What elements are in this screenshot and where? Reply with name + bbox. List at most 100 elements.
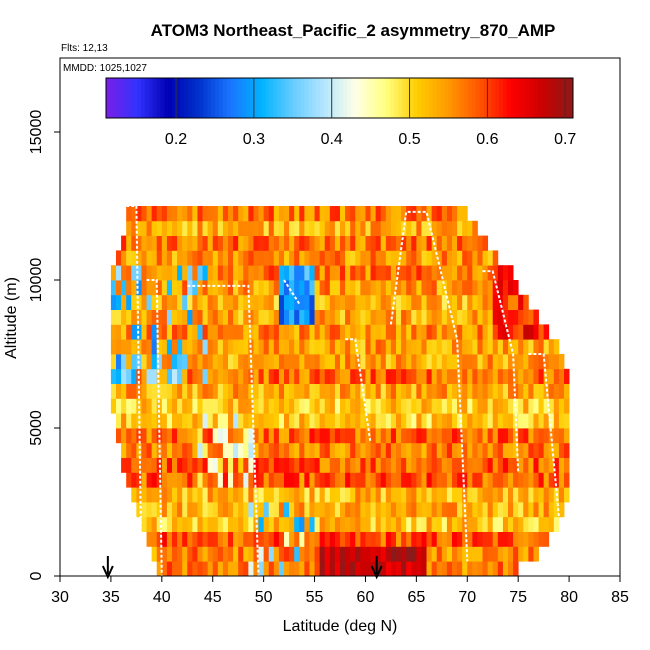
heatmap-cell [324, 457, 331, 473]
heatmap-cell [350, 265, 356, 281]
heatmap-cell [340, 309, 346, 325]
heatmap-cell [319, 309, 326, 325]
heatmap-cell [294, 546, 300, 562]
heatmap-cell [314, 250, 321, 266]
heatmap-cell [340, 561, 346, 577]
heatmap-cell [248, 428, 254, 444]
heatmap-cell [385, 280, 392, 296]
heatmap-cell [472, 546, 478, 562]
heatmap-cell [436, 368, 443, 384]
heatmap-cell [192, 502, 198, 518]
colorbar-swatch [514, 78, 520, 118]
heatmap-cell [110, 354, 117, 370]
heatmap-cell [222, 516, 229, 532]
colorbar-swatch [378, 78, 383, 118]
heatmap-cell [136, 294, 142, 310]
heatmap-cell [161, 368, 168, 384]
heatmap-cell [533, 354, 539, 370]
heatmap-cell [533, 413, 539, 429]
heatmap-cell [497, 354, 504, 370]
heatmap-cell [553, 472, 560, 488]
heatmap-cell [492, 531, 499, 547]
heatmap-cell [177, 487, 183, 503]
heatmap-cell [513, 354, 519, 370]
x-tick-label: 75 [509, 589, 527, 606]
heatmap-cell [299, 428, 305, 444]
heatmap-cell [263, 383, 270, 399]
heatmap-cell [553, 428, 560, 444]
heatmap-cell [197, 220, 203, 236]
heatmap-cell [482, 250, 489, 266]
heatmap-cell [110, 324, 117, 340]
heatmap-cell [416, 472, 422, 488]
colorbar-swatch [316, 78, 321, 118]
heatmap-cell [166, 383, 173, 399]
heatmap-cell [151, 206, 158, 222]
heatmap-cell [564, 472, 570, 488]
heatmap-cell [156, 294, 163, 310]
heatmap-cell [533, 383, 539, 399]
heatmap-cell [518, 354, 524, 370]
colorbar-swatch [429, 78, 434, 118]
heatmap-cell [380, 457, 387, 473]
heatmap-cell [436, 339, 443, 355]
heatmap-cell [421, 235, 427, 251]
heatmap-cell [518, 487, 524, 503]
heatmap-cell [314, 502, 321, 518]
heatmap-cell [528, 546, 534, 562]
heatmap-cell [238, 339, 244, 355]
heatmap-cell [192, 309, 198, 325]
heatmap-cell [212, 472, 219, 488]
heatmap-cell [222, 235, 229, 251]
heatmap-cell [482, 398, 489, 414]
heatmap-cell [370, 428, 377, 444]
heatmap-cell [528, 442, 534, 458]
heatmap-cell [146, 206, 153, 222]
heatmap-cell [233, 339, 239, 355]
heatmap-cell [156, 502, 163, 518]
colorbar-swatch [191, 78, 197, 118]
heatmap-cell [360, 265, 366, 281]
heatmap-cell [431, 472, 438, 488]
heatmap-cell [177, 398, 183, 414]
heatmap-cell [273, 457, 280, 473]
heatmap-cell [151, 531, 158, 547]
heatmap-cell [334, 206, 341, 222]
heatmap-cell [136, 220, 142, 236]
colorbar-tick-label: 0.5 [398, 131, 420, 148]
heatmap-cell [482, 561, 489, 577]
heatmap-cell [309, 280, 315, 296]
heatmap-cell [253, 502, 259, 518]
heatmap-cell [304, 561, 310, 577]
heatmap-cell [309, 561, 315, 577]
heatmap-cell [508, 546, 514, 562]
heatmap-cell [319, 280, 326, 296]
heatmap-cell [421, 383, 427, 399]
heatmap-cell [467, 546, 473, 562]
heatmap-cell [141, 206, 147, 222]
colorbar-swatch [308, 78, 313, 118]
heatmap-cell [401, 309, 407, 325]
heatmap-cell [248, 280, 254, 296]
heatmap-cell [528, 487, 534, 503]
heatmap-cell [172, 398, 178, 414]
heatmap-cell [166, 546, 173, 562]
heatmap-cell [528, 428, 534, 444]
heatmap-cell [533, 457, 539, 473]
heatmap-cell [141, 324, 147, 340]
heatmap-cell [497, 428, 504, 444]
heatmap-cell [508, 472, 514, 488]
heatmap-cell [380, 472, 387, 488]
heatmap-cell [329, 487, 336, 503]
heatmap-cell [172, 383, 178, 399]
heatmap-cell [161, 354, 168, 370]
heatmap-cell [492, 250, 499, 266]
heatmap-cell [126, 383, 132, 399]
heatmap-cell [345, 442, 351, 458]
y-tick-label: 10000 [28, 258, 45, 303]
heatmap-cell [355, 502, 361, 518]
colorbar-swatch [109, 78, 115, 118]
heatmap-cell [482, 472, 489, 488]
heatmap-cell [467, 339, 473, 355]
colorbar-swatch [144, 78, 150, 118]
